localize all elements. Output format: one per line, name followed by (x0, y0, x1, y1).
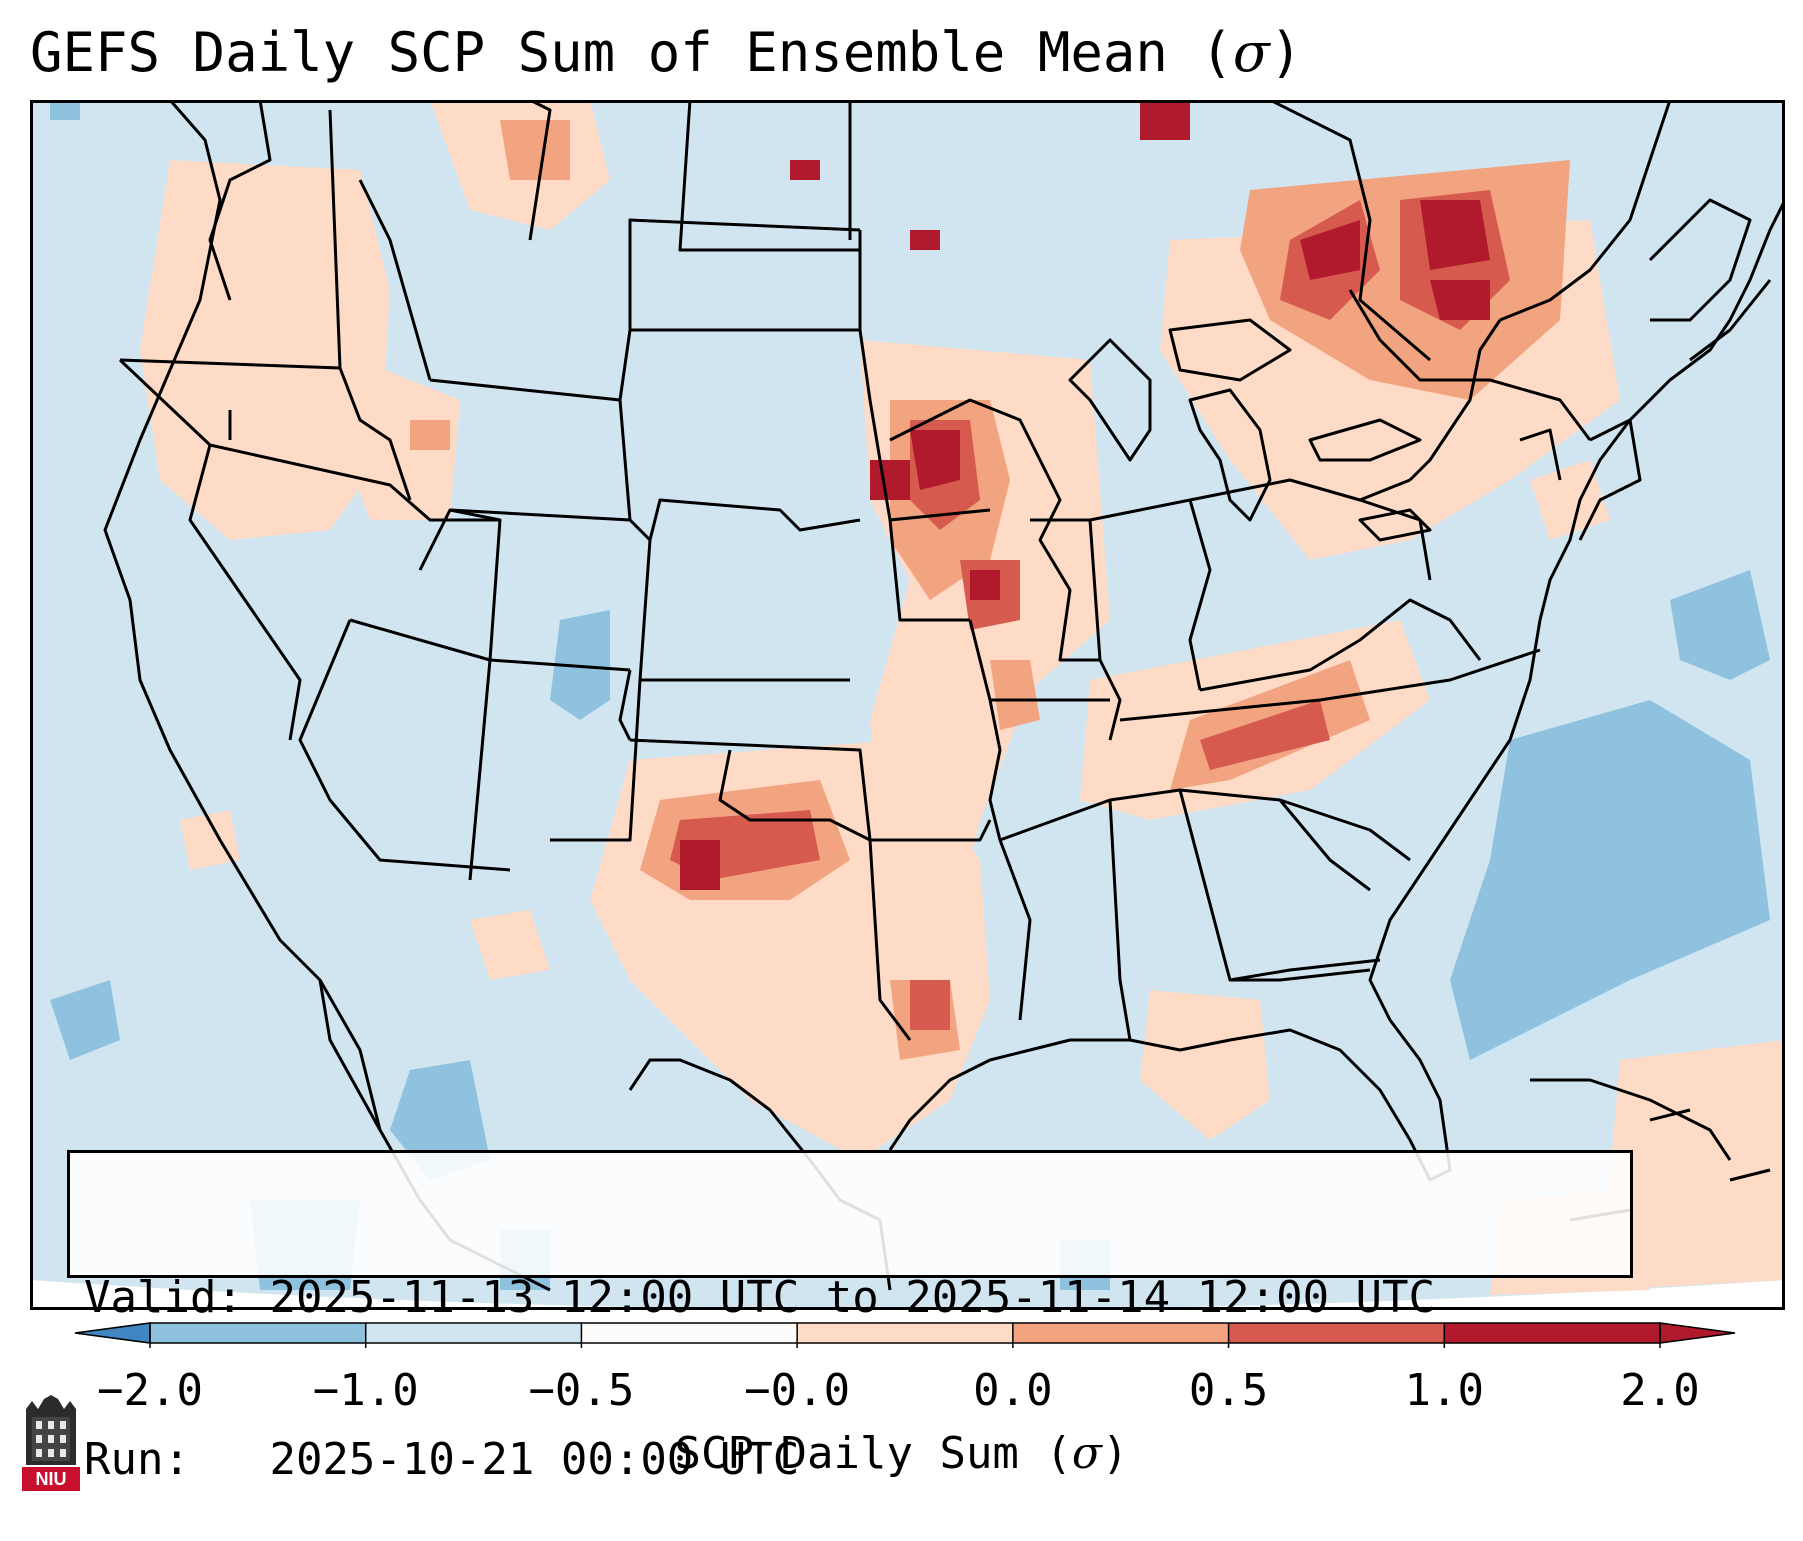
colorbar-label-close: ) (1101, 1428, 1129, 1479)
valid-label: Valid: (84, 1272, 243, 1323)
title-close: ) (1269, 21, 1303, 84)
title-sigma: σ (1232, 21, 1270, 84)
colorbar-segments (74, 1322, 1736, 1348)
colorbar-tick-label: −0.0 (744, 1365, 851, 1416)
colorbar-segment (365, 1323, 582, 1343)
colorbar-segment (797, 1323, 1013, 1343)
valid-value: 2025-11-13 12:00 UTC to 2025-11-14 12:00… (269, 1272, 1436, 1323)
colorbar-tick-label: 0.5 (1188, 1365, 1269, 1416)
chart-title: GEFS Daily SCP Sum of Ensemble Mean (σ) (30, 22, 1302, 84)
colorbar-tick-label: −0.5 (528, 1365, 635, 1416)
logo-text: NIU (36, 1469, 67, 1489)
run-value: 2025-10-21 00:00 UTC (269, 1434, 800, 1485)
colorbar-tick-label: −2.0 (97, 1365, 203, 1416)
niu-logo: NIU (22, 1395, 80, 1491)
colorbar-segment (150, 1323, 366, 1343)
scp-map (30, 100, 1785, 1310)
colorbar-segment (1228, 1323, 1445, 1343)
colorbar-extend-low (74, 1322, 151, 1344)
valid-run-box: Valid: 2025-11-13 12:00 UTC to 2025-11-1… (67, 1150, 1633, 1485)
colorbar-tick-label: −1.0 (312, 1365, 419, 1416)
colorbar-tick-label: 0.0 (973, 1365, 1053, 1416)
map-frame (30, 100, 1785, 1310)
anomaly-extreme (680, 100, 1490, 890)
colorbar-segment (1012, 1323, 1229, 1343)
colorbar-tick-label: 2.0 (1620, 1365, 1700, 1416)
colorbar-label-text: SCP Daily Sum ( (674, 1428, 1072, 1479)
colorbar-segment (581, 1323, 798, 1343)
colorbar-extend-high (1659, 1322, 1736, 1344)
run-line: Run: 2025-10-21 00:00 UTC (84, 1433, 1630, 1487)
run-label: Run: (84, 1434, 190, 1485)
colorbar-segment (1444, 1323, 1660, 1343)
colorbar-label: SCP Daily Sum (σ) (0, 1428, 1803, 1480)
valid-line: Valid: 2025-11-13 12:00 UTC to 2025-11-1… (84, 1271, 1630, 1325)
logo-windows (36, 1421, 66, 1457)
colorbar-tick-label: 1.0 (1404, 1365, 1485, 1416)
colorbar-label-sigma: σ (1071, 1428, 1102, 1479)
title-text: GEFS Daily SCP Sum of Ensemble Mean ( (30, 21, 1233, 84)
colorbar (74, 1322, 1736, 1348)
logo-banner (22, 1467, 80, 1491)
coastline-borders (103, 100, 1785, 1292)
